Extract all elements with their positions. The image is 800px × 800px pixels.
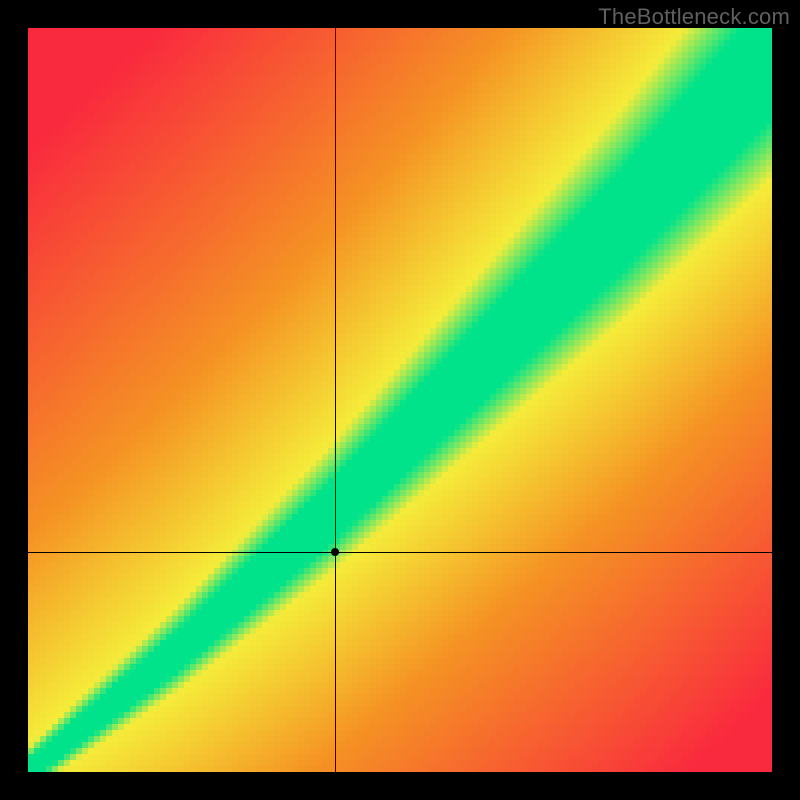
- crosshair-vertical: [335, 28, 336, 772]
- bottleneck-heatmap-chart: TheBottleneck.com: [0, 0, 800, 800]
- crosshair-marker: [331, 548, 339, 556]
- crosshair-horizontal: [28, 552, 772, 553]
- plot-area: [28, 28, 772, 772]
- watermark-text: TheBottleneck.com: [598, 4, 790, 30]
- heatmap-canvas: [28, 28, 772, 772]
